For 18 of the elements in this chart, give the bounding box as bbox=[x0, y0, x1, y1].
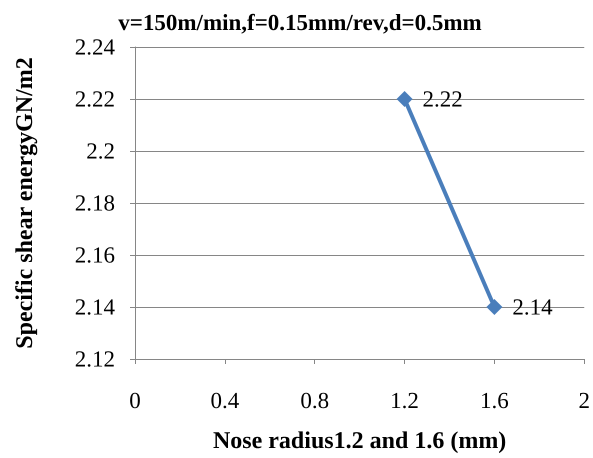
x-tick-label: 2 bbox=[578, 388, 590, 413]
data-label: 2.14 bbox=[512, 294, 554, 320]
y-tick-label: 2.2 bbox=[86, 138, 115, 164]
y-tick-label: 2.16 bbox=[74, 242, 115, 268]
x-axis-title: Nose radius1.2 and 1.6 (mm) bbox=[212, 428, 506, 454]
data-label: 2.22 bbox=[422, 86, 463, 112]
x-tick-label: 0 bbox=[129, 388, 141, 413]
y-axis-title: Specific shear energyGN/m2 bbox=[12, 57, 38, 349]
x-tick-label: 1.6 bbox=[480, 388, 509, 413]
y-tick-label: 2.18 bbox=[74, 190, 115, 216]
y-tick-label: 2.12 bbox=[74, 346, 115, 372]
x-tick-label: 0.8 bbox=[300, 388, 330, 413]
chart-title: v=150m/min,f=0.15mm/rev,d=0.5mm bbox=[118, 10, 482, 35]
x-tick-label: 1.2 bbox=[390, 388, 419, 413]
y-tick-label: 2.24 bbox=[74, 34, 116, 60]
y-tick-label: 2.14 bbox=[74, 294, 116, 320]
y-tick-label: 2.22 bbox=[74, 86, 115, 112]
x-tick-label: 0.4 bbox=[210, 388, 240, 413]
